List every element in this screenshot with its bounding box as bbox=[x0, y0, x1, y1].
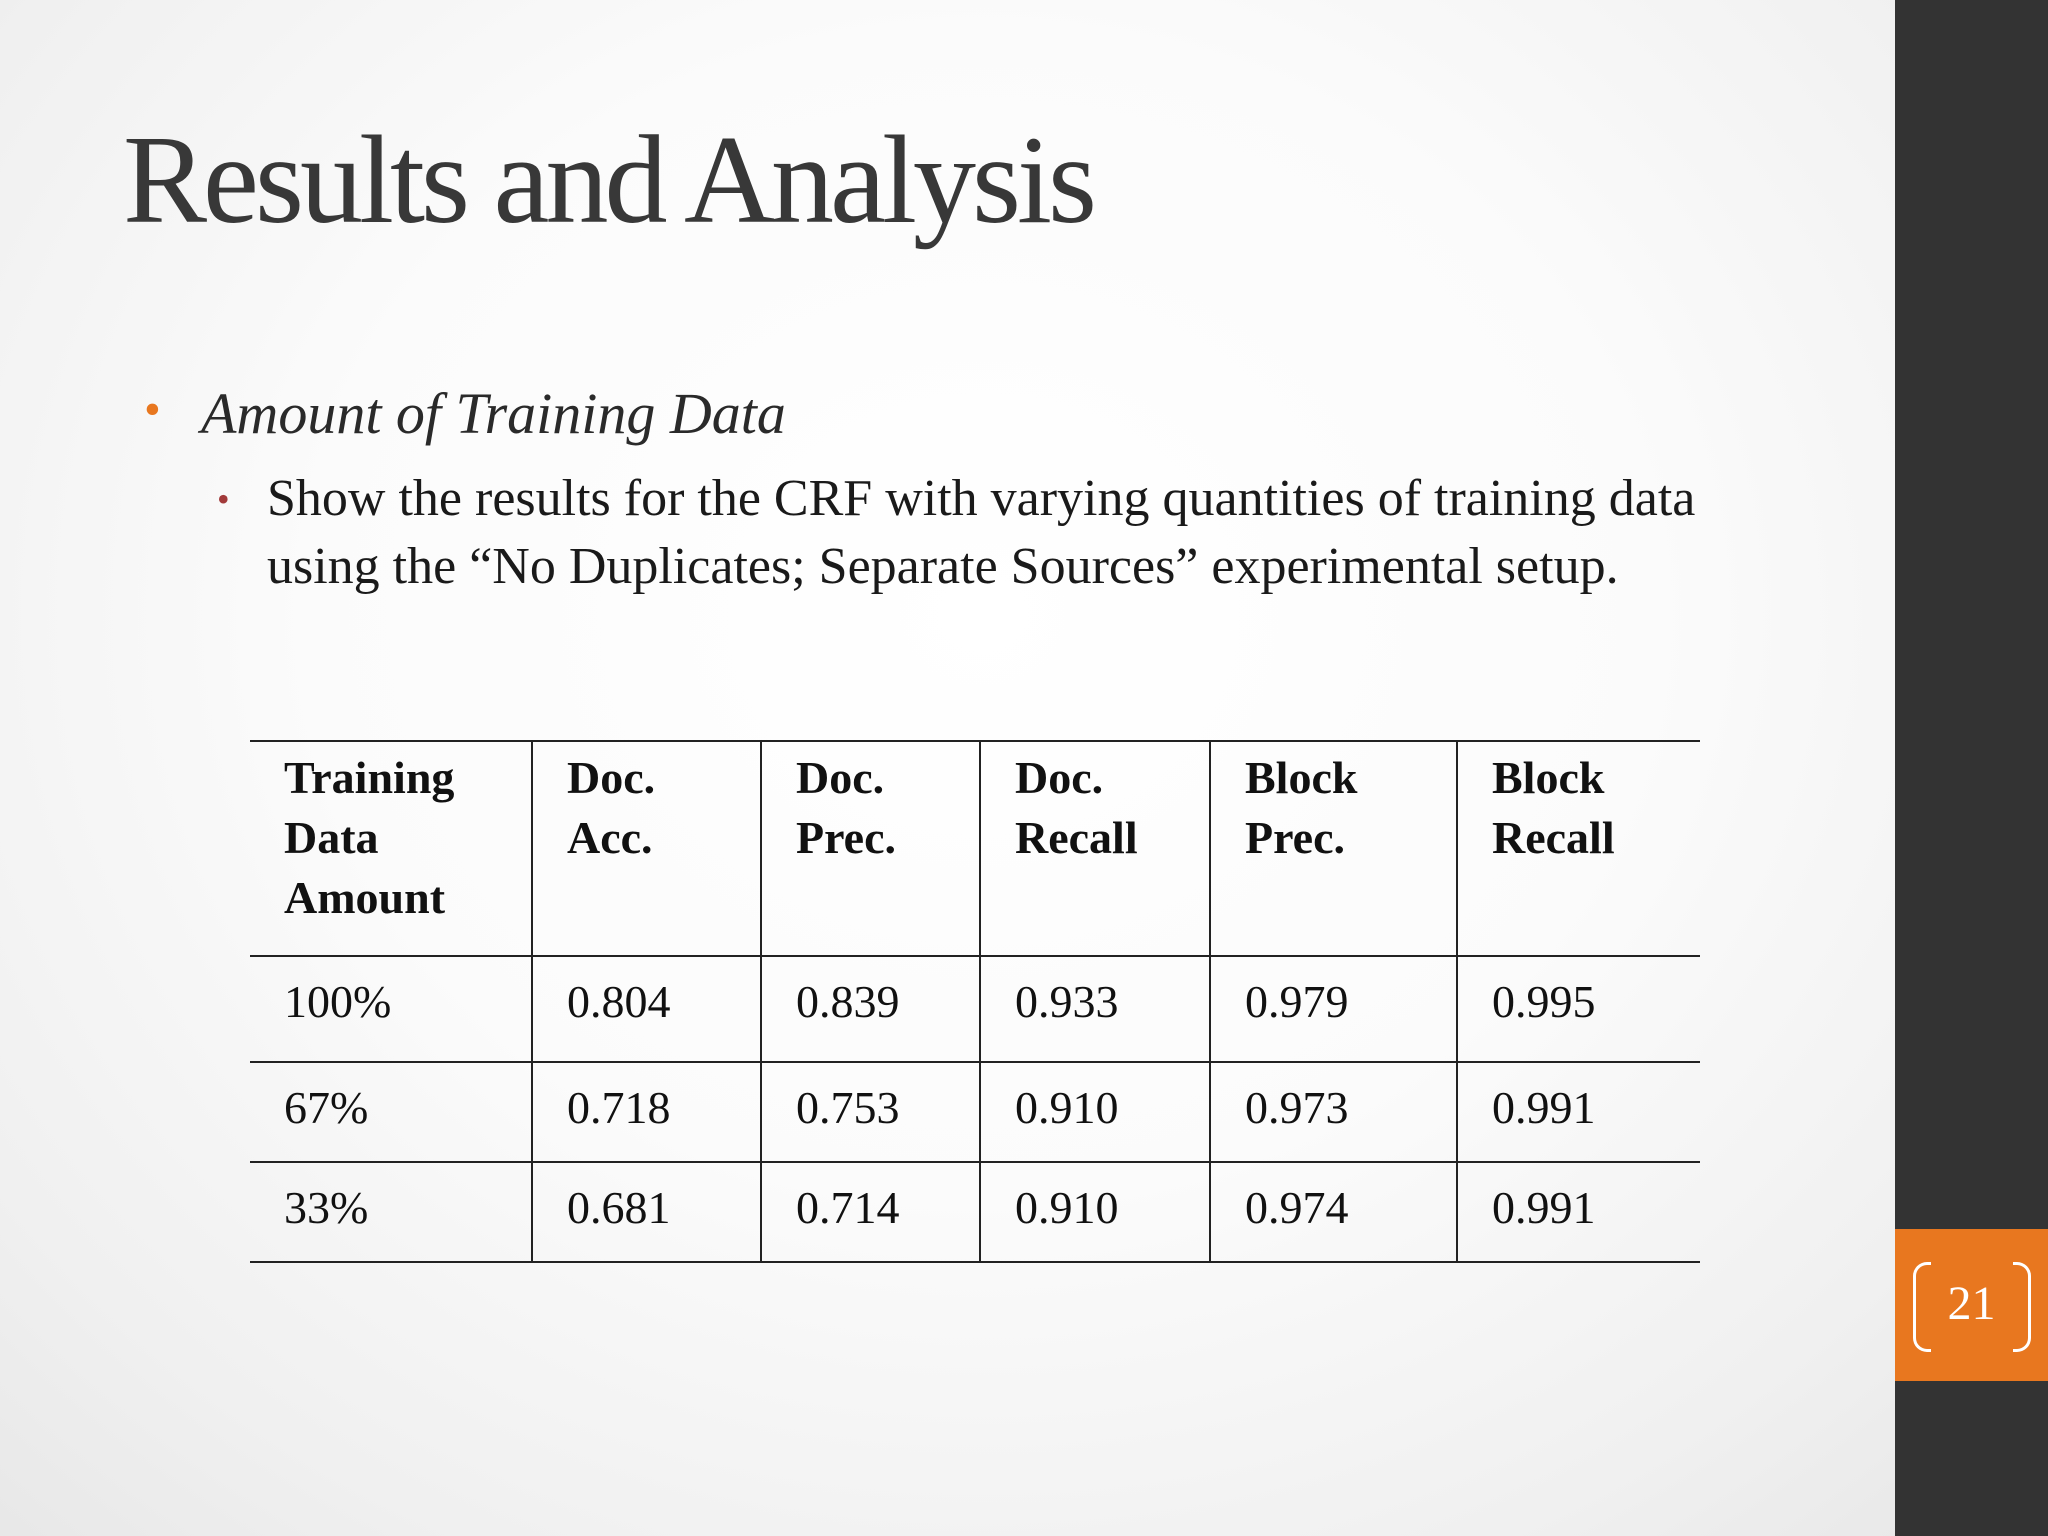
results-table: Training Data Amount Doc. Acc. Doc. Prec. Do… bbox=[250, 740, 1700, 1263]
header-doc-prec: Doc. Prec. bbox=[760, 740, 981, 957]
table-cell: 0.991 bbox=[1456, 1161, 1700, 1263]
table-cell: 0.910 bbox=[979, 1161, 1211, 1263]
table-cell: 33% bbox=[250, 1161, 533, 1263]
table-header-row: Training Data Amount Doc. Acc. Doc. Prec. Do… bbox=[250, 740, 1700, 957]
bullet-dot-icon: • bbox=[217, 479, 230, 519]
table-cell: 0.933 bbox=[979, 955, 1211, 1063]
table-cell: 0.681 bbox=[531, 1161, 762, 1263]
bullet-dot-icon: • bbox=[144, 383, 161, 436]
table-cell: 0.995 bbox=[1456, 955, 1700, 1063]
bracket-left-icon bbox=[1913, 1262, 1931, 1352]
table-cell: 0.714 bbox=[760, 1161, 981, 1263]
table-cell: 0.973 bbox=[1209, 1061, 1458, 1163]
table-cell: 0.718 bbox=[531, 1061, 762, 1163]
table-row: 33% 0.681 0.714 0.910 0.974 0.991 bbox=[250, 1161, 1700, 1263]
bracket-right-icon bbox=[2013, 1262, 2031, 1352]
table-cell: 100% bbox=[250, 955, 533, 1063]
table-cell: 0.974 bbox=[1209, 1161, 1458, 1263]
table-row: 67% 0.718 0.753 0.910 0.973 0.991 bbox=[250, 1061, 1700, 1163]
header-training-data-amount: Training Data Amount bbox=[250, 740, 533, 957]
table-row: 100% 0.804 0.839 0.933 0.979 0.995 bbox=[250, 955, 1700, 1063]
bullet-level-1-text: Amount of Training Data bbox=[201, 381, 786, 446]
header-doc-recall: Doc. Recall bbox=[979, 740, 1211, 957]
page-number-badge: 21 bbox=[1895, 1229, 2048, 1381]
table-cell: 67% bbox=[250, 1061, 533, 1163]
table-cell: 0.910 bbox=[979, 1061, 1211, 1163]
bullet-level-2-text: Show the results for the CRF with varyin… bbox=[267, 470, 1696, 595]
table-cell: 0.804 bbox=[531, 955, 762, 1063]
slide-title: Results and Analysis bbox=[123, 111, 1097, 250]
header-block-prec: Block Prec. bbox=[1209, 740, 1458, 957]
table-cell: 0.753 bbox=[760, 1061, 981, 1163]
table-cell: 0.979 bbox=[1209, 955, 1458, 1063]
page-number: 21 bbox=[1947, 1277, 1996, 1330]
header-block-recall: Block Recall bbox=[1456, 740, 1700, 957]
table-cell: 0.839 bbox=[760, 955, 981, 1063]
header-doc-acc: Doc. Acc. bbox=[531, 740, 762, 957]
slide: Results and Analysis • Amount of Trainin… bbox=[123, 111, 1700, 1263]
table-cell: 0.991 bbox=[1456, 1061, 1700, 1163]
